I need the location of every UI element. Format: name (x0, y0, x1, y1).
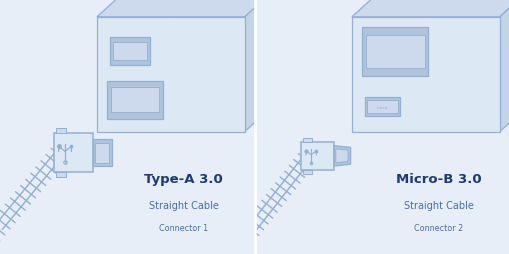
Bar (303, 170, 312, 174)
Bar (351, 18, 499, 132)
Bar (112, 43, 147, 61)
Text: micro: micro (376, 105, 387, 109)
Polygon shape (244, 0, 272, 132)
Polygon shape (333, 146, 350, 166)
Bar (97, 18, 244, 132)
Bar (364, 98, 400, 117)
Text: Straight Cable: Straight Cable (403, 201, 473, 211)
Bar (300, 142, 333, 170)
Text: Micro-B 3.0: Micro-B 3.0 (395, 173, 480, 186)
Text: Type-A 3.0: Type-A 3.0 (144, 173, 222, 186)
Bar (56, 173, 66, 177)
Polygon shape (351, 0, 509, 18)
Bar (366, 101, 397, 114)
Text: Connector 2: Connector 2 (413, 224, 462, 232)
Polygon shape (335, 149, 348, 163)
Text: coolgear: coolgear (151, 8, 195, 17)
Bar (53, 133, 93, 173)
Text: Connector 1: Connector 1 (159, 224, 208, 232)
Text: Straight Cable: Straight Cable (148, 201, 218, 211)
Bar (361, 28, 428, 76)
Bar (109, 38, 150, 66)
Bar (95, 143, 109, 163)
Bar (56, 129, 66, 133)
Text: coolgear: coolgear (406, 8, 449, 17)
Bar (365, 36, 423, 69)
Bar (107, 81, 163, 119)
Bar (303, 138, 312, 142)
Bar (111, 88, 159, 113)
Polygon shape (499, 0, 509, 132)
Bar (93, 140, 112, 166)
Polygon shape (97, 0, 272, 18)
